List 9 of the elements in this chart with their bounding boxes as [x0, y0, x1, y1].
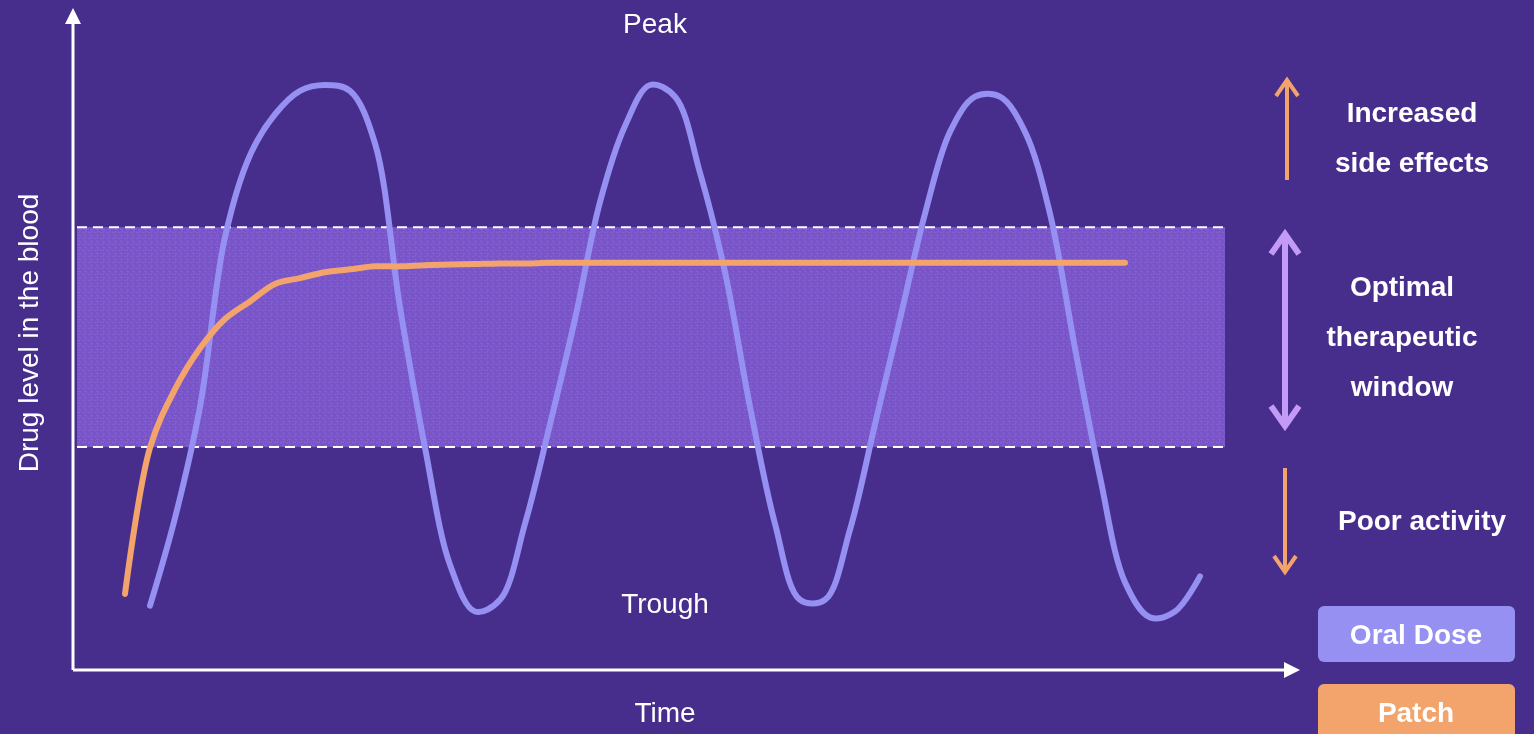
text: Increased side effects [1334, 97, 1490, 178]
text: Peak [623, 8, 688, 39]
y-axis-title: Drug level in the blood [13, 193, 44, 473]
x-axis-title: Time [634, 697, 696, 728]
text: Optimal therapeutic window [1326, 271, 1478, 402]
annotation: Trough [621, 588, 709, 619]
text: Poor activity [1337, 505, 1507, 536]
text: Oral Dose [1349, 619, 1483, 650]
text: Patch [1377, 697, 1455, 728]
